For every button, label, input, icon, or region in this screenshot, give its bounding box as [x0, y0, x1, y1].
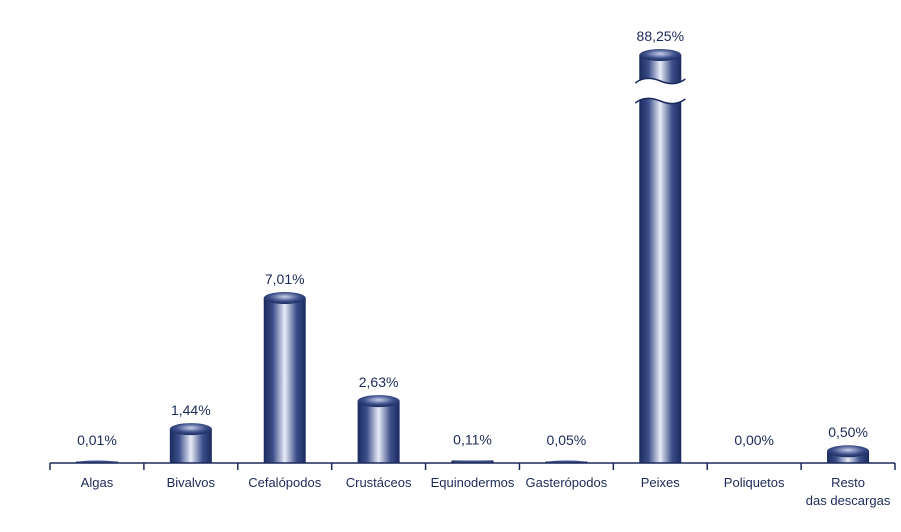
axis-break-mark: [634, 77, 686, 85]
data-label-peixes: 88,25%: [637, 28, 684, 44]
x-tick-label-equinodermos: Equinodermos: [431, 475, 515, 490]
x-tick-label-algas: Algas: [81, 475, 114, 490]
x-tick-label-poliquetos: Poliquetos: [724, 475, 785, 490]
bar-cap: [263, 292, 306, 304]
bar-cap: [639, 49, 682, 61]
bar-lower-segment: [639, 98, 682, 463]
x-tick-label-crustaceos: Crustáceos: [346, 475, 412, 490]
bar-peixes: [634, 49, 686, 463]
bar-body: [357, 401, 400, 463]
bar-upper-segment: [639, 55, 682, 84]
bar-cap: [357, 395, 400, 408]
x-tick-label-bivalvos: Bivalvos: [167, 475, 216, 490]
data-label-resto-das-descargas: 0,50%: [828, 424, 868, 440]
bar-bivalvos: [169, 423, 212, 463]
data-label-algas: 0,01%: [77, 432, 117, 448]
axis-break-mark: [634, 97, 686, 105]
data-label-cefalopodos: 7,01%: [265, 271, 305, 287]
data-label-gasteropodos: 0,05%: [547, 432, 587, 448]
bar-cap: [827, 445, 870, 458]
x-tick-label-peixes: Peixes: [641, 475, 681, 490]
data-label-bivalvos: 1,44%: [171, 402, 211, 418]
x-tick-label-cefalopodos: Cefalópodos: [248, 475, 321, 490]
x-tick-label-gasteropodos: Gasterópodos: [526, 475, 608, 490]
labels-layer: 0,01% Algas 1,44% Bivalvos 7,01% Cefalópodos 2…: [77, 28, 891, 508]
bar-crustaceos: [357, 395, 400, 463]
bar-resto-das-descargas: [827, 445, 870, 463]
data-label-crustaceos: 2,63%: [359, 374, 399, 390]
x-axis: [49, 462, 896, 470]
bar-cefalopodos: [263, 292, 306, 463]
bar-body: [263, 298, 306, 463]
bars-layer: [75, 49, 870, 464]
data-label-equinodermos: 0,11%: [453, 431, 492, 447]
bar-cap: [169, 423, 212, 436]
data-label-poliquetos: 0,00%: [734, 432, 774, 448]
x-tick-label-resto-das-descargas: Resto das descargas: [806, 475, 891, 508]
